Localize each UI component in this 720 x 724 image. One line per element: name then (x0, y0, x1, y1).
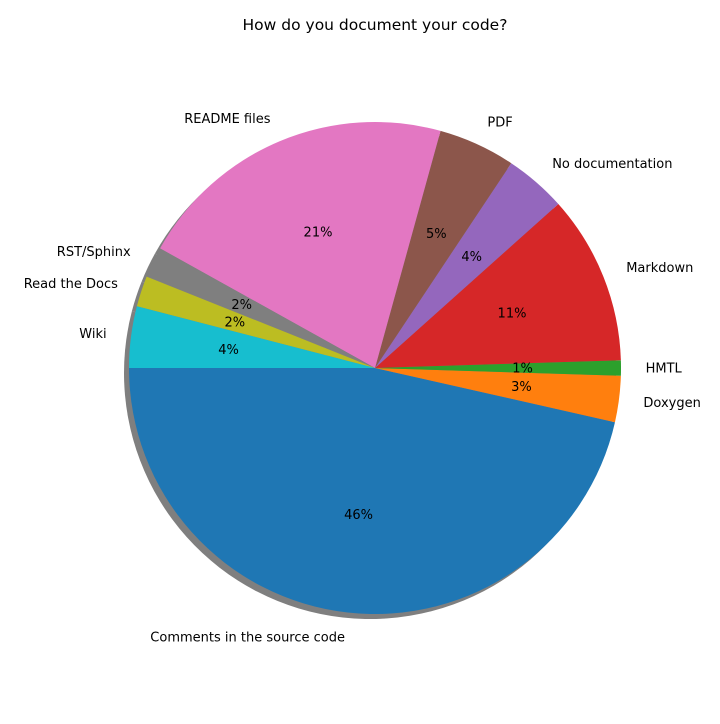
slice-pdf (375, 130, 512, 368)
slice-no-documentation (375, 163, 559, 368)
pie-percent-labels: 46% 3% 1% 11% 4% 5% 21% 2% 2% 4% (218, 225, 533, 523)
label-doxygen: Doxygen (643, 396, 700, 411)
label-hmtl: HMTL (646, 362, 683, 377)
slice-wiki (129, 306, 375, 368)
pie-labels: Comments in the source code Doxygen HMTL Ma… (24, 112, 701, 646)
percent-rst-sphinx: 2% (231, 298, 252, 313)
percent-read-the-docs: 2% (224, 315, 245, 330)
label-no-documentation: No documentation (552, 157, 672, 172)
slice-hmtl (375, 360, 622, 376)
label-wiki: Wiki (79, 327, 106, 342)
slice-rst-sphinx (146, 248, 375, 368)
slice-readme-files (160, 121, 441, 369)
slice-comments-in-the-source-code (129, 368, 615, 615)
percent-doxygen: 3% (511, 380, 532, 395)
percent-readme-files: 21% (304, 225, 333, 240)
label-pdf: PDF (487, 115, 512, 130)
percent-markdown: 11% (498, 307, 527, 322)
label-read-the-docs: Read the Docs (24, 277, 118, 292)
slice-read-the-docs (136, 276, 375, 368)
percent-comments-in-the-source-code: 46% (344, 508, 373, 523)
chart-title: How do you document your code? (243, 16, 508, 34)
percent-pdf: 5% (426, 227, 447, 242)
percent-hmtl: 1% (512, 362, 533, 377)
pie-slices (129, 121, 622, 615)
slice-doxygen (375, 368, 621, 423)
slice-markdown (375, 203, 621, 368)
label-readme-files: README files (184, 112, 271, 127)
label-markdown: Markdown (626, 261, 693, 276)
label-rst-sphinx: RST/Sphinx (57, 245, 131, 260)
label-comments-in-the-source-code: Comments in the source code (150, 630, 345, 645)
percent-no-documentation: 4% (461, 250, 482, 265)
percent-wiki: 4% (218, 343, 239, 358)
